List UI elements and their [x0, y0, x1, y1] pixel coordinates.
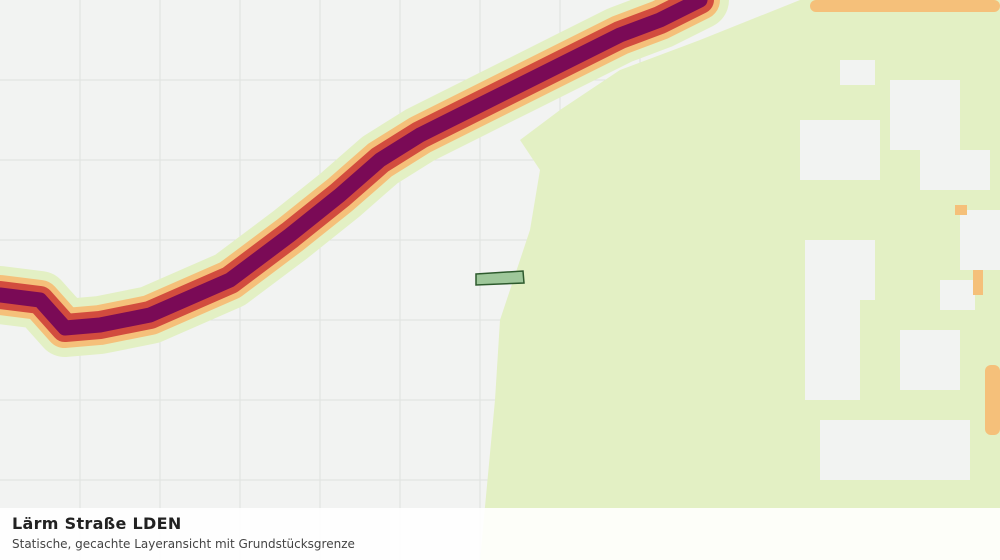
parcel-boundary: [475, 270, 525, 286]
layer-title: Lärm Straße LDEN: [12, 514, 182, 533]
map-holes: [800, 60, 1000, 480]
noise-zone-medium: [810, 0, 1000, 435]
caption: Lärm Straße LDEN Statische, gecachte Lay…: [0, 508, 1000, 560]
road-noise: [0, 0, 729, 357]
layer-subtitle: Statische, gecachte Layeransicht mit Gru…: [12, 537, 355, 551]
